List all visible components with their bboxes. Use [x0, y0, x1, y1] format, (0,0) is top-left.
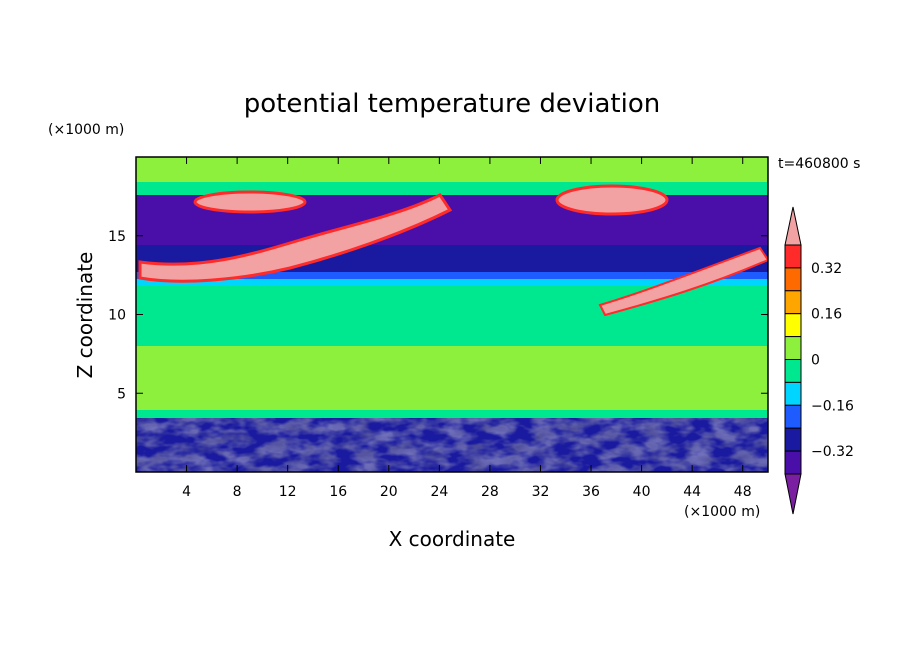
x-tick-label: 28	[481, 484, 499, 500]
y-tick-label: 10	[108, 308, 126, 324]
x-tick-label: 12	[279, 484, 297, 500]
y-axis-label: Z coordinate	[73, 252, 97, 379]
colorbar-swatch	[784, 359, 802, 383]
colorbar-label: 0.16	[811, 307, 842, 323]
colorbar-label: −0.32	[811, 444, 854, 460]
pink-streak-right	[598, 246, 768, 317]
x-tick-label: 32	[532, 484, 550, 500]
x-tick-label: 20	[380, 484, 398, 500]
x-tick-label: 8	[233, 484, 242, 500]
y-unit-label: (×1000 m)	[48, 122, 124, 138]
colorbar-extend-max	[784, 206, 802, 246]
x-tick-label: 24	[430, 484, 448, 500]
colorbar-swatch	[784, 313, 802, 338]
x-tick-label: 40	[633, 484, 651, 500]
time-label: t=460800 s	[778, 156, 860, 172]
blue-band	[136, 272, 768, 280]
y-tick-label: 15	[108, 229, 126, 245]
x-tick-label: 36	[582, 484, 600, 500]
x-tick-label: 48	[734, 484, 752, 500]
plot-area	[136, 157, 768, 472]
x-tick-label: 4	[182, 484, 191, 500]
colorbar-label: 0.32	[811, 261, 842, 277]
colorbar-swatch	[784, 381, 802, 406]
colorbar-swatch	[784, 267, 802, 292]
colorbar-swatch	[784, 244, 802, 269]
x-axis-ticks: 4 8 12 16 20 24 28 32 36 40 44 48	[182, 157, 752, 500]
lower-cyan-band	[136, 410, 768, 418]
mid-layer	[136, 346, 768, 416]
pink-lens-1	[193, 190, 307, 214]
x-unit-label: (×1000 m)	[684, 504, 760, 520]
colorbar-swatch	[784, 450, 802, 475]
colorbar-swatch	[784, 290, 802, 315]
pink-streak	[138, 193, 453, 283]
colorbar-swatch	[784, 336, 802, 361]
y-axis-ticks: 5 10 15	[108, 229, 768, 402]
y-tick-label: 5	[117, 386, 126, 402]
x-axis-label: X coordinate	[389, 527, 516, 551]
colorbar-label: 0	[811, 353, 820, 369]
colorbar-extend-min	[784, 473, 802, 515]
colorbar-swatch	[784, 404, 802, 429]
colorbar-swatch	[784, 427, 802, 452]
pink-lens-2	[555, 184, 669, 216]
x-tick-label: 16	[329, 484, 347, 500]
boundary-texture-2	[136, 418, 768, 472]
colorbar: 0.32 0.16 0 −0.16 −0.32	[784, 206, 854, 515]
chart-title: potential temperature deviation	[244, 89, 660, 119]
x-tick-label: 44	[683, 484, 701, 500]
cyan-band	[136, 279, 768, 286]
colorbar-label: −0.16	[811, 398, 854, 414]
